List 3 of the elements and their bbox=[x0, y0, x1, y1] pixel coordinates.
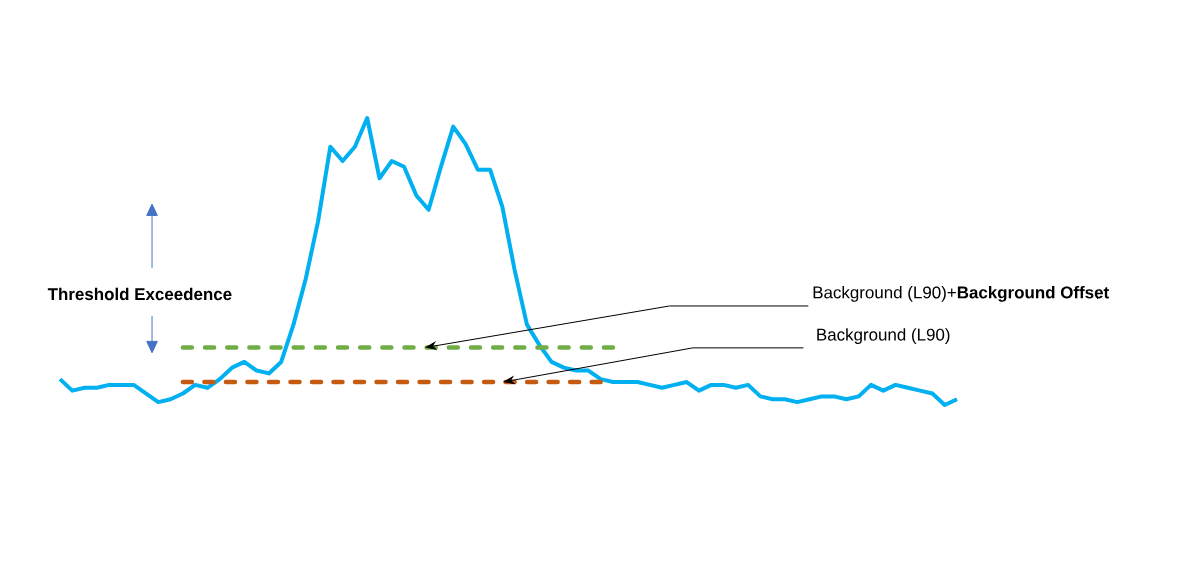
text: Background (L90)+Background Offset bbox=[813, 285, 1109, 302]
annotation: Threshold Exceedence bbox=[47, 287, 232, 301]
text: Background (L90) bbox=[817, 328, 950, 344]
